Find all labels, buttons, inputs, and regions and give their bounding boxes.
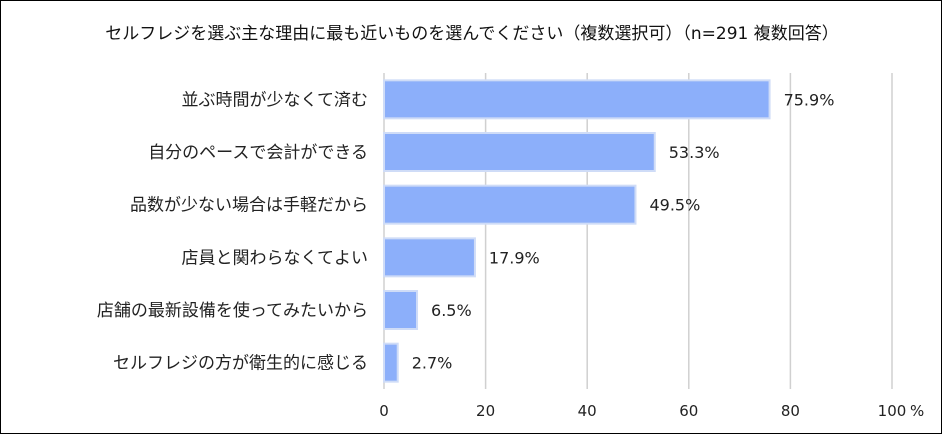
bar: [383, 132, 656, 172]
x-tick-label: 100: [878, 402, 907, 420]
bar: [383, 237, 476, 278]
category-label: 自分のペースで会計ができる: [148, 143, 368, 163]
category-label: 店舗の最新設備を使ってみたいから: [97, 300, 368, 321]
value-label: 17.9%: [489, 248, 540, 267]
bar: [383, 184, 637, 225]
x-tick-label: 80: [781, 402, 800, 420]
bar: [383, 342, 399, 383]
category-label: セルフレジの方が衛生的に感じる: [113, 354, 368, 374]
category-label: 品数が少ない場合は手軽だから: [130, 196, 368, 216]
bar: [383, 79, 771, 120]
value-label: 53.3%: [669, 143, 720, 162]
x-tick-label: 40: [578, 402, 597, 420]
value-label: 6.5%: [431, 301, 472, 320]
value-label: 49.5%: [649, 196, 700, 215]
category-label: 並ぶ時間が少なくて済む: [182, 90, 369, 110]
value-label: 2.7%: [412, 354, 453, 373]
x-tick-label: 60: [679, 402, 698, 420]
bar: [383, 290, 419, 330]
chart-title: セルフレジを選ぶ主な理由に最も近いものを選んでください（複数選択可）（n=291…: [105, 24, 839, 44]
category-label: 店員と関わらなくてよい: [182, 248, 369, 268]
x-unit-label: %: [910, 402, 924, 420]
value-label: 75.9%: [784, 90, 835, 109]
x-tick-label: 0: [379, 402, 389, 420]
x-tick-label: 20: [476, 402, 495, 420]
